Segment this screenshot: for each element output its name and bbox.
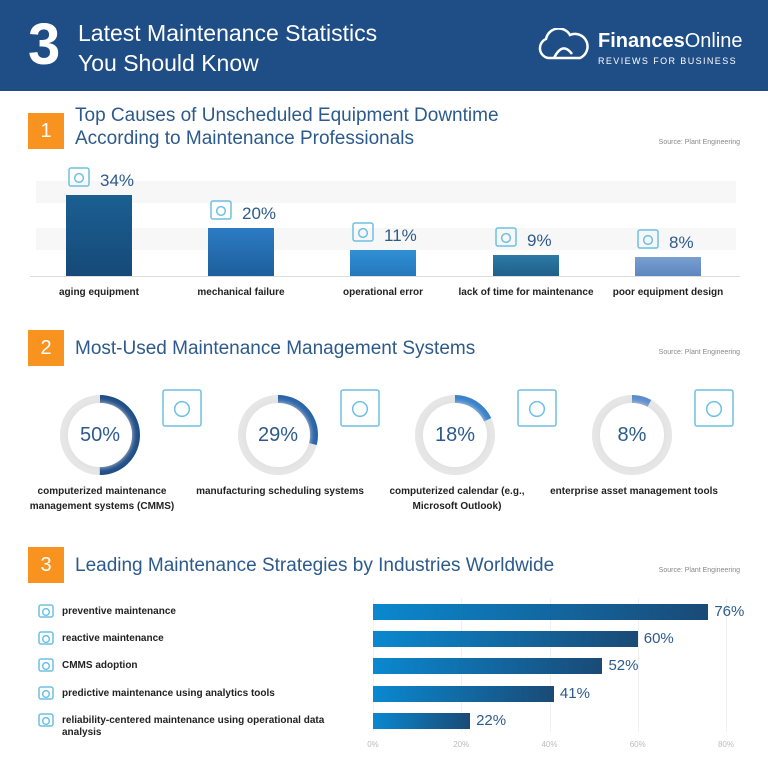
section-2-number: 2 (28, 330, 64, 366)
calendar-wrench-icon (340, 389, 380, 427)
category-label: predictive maintenance using analytics t… (62, 688, 275, 699)
clock-icon (495, 226, 517, 247)
bar-value-label: 60% (643, 630, 674, 647)
bar-value-label: 34% (100, 171, 135, 191)
bar-value-label: 52% (608, 657, 639, 674)
donut-slice (415, 395, 495, 475)
donut-value: 29% (257, 424, 299, 446)
gridline (726, 598, 727, 732)
bar-value-label: 22% (476, 712, 507, 729)
bar (373, 713, 471, 729)
toolbox-icon (637, 229, 659, 249)
bar (635, 256, 701, 276)
donut-value: 8% (617, 424, 647, 446)
header-number: 3 (28, 12, 61, 77)
asset-management-icon (694, 389, 734, 427)
logo-subtitle: REVIEWS FOR BUSINESS (598, 56, 738, 66)
category-label: poor equipment design (612, 287, 724, 298)
section-3-number: 3 (28, 547, 64, 583)
section-1-title: Top Causes of Unscheduled Equipment Down… (75, 104, 499, 150)
category-label: preventive maintenance (62, 606, 176, 617)
donut-center (423, 403, 487, 467)
bar-value-label: 20% (242, 204, 277, 224)
donut (60, 395, 140, 475)
section-3-source: Source: Plant Engineering (658, 567, 740, 574)
category-label-box: poor equipment design (602, 287, 734, 299)
category-label: reactive maintenance (62, 633, 164, 644)
sliders-icon (352, 222, 374, 242)
donut-label: manufacturing scheduling systems (196, 486, 364, 497)
worker-icon (38, 631, 54, 645)
gridline (637, 598, 639, 732)
category-label: reliability-centered maintenance using o… (62, 715, 325, 738)
category-label: lack of time for maintenance (458, 287, 594, 298)
bar (373, 686, 554, 702)
section-2-title: Most-Used Maintenance Management Systems (75, 338, 476, 359)
page-title: Latest Maintenance Statistics You Should… (78, 18, 377, 78)
donut-slice (60, 395, 140, 475)
tick-label: 0% (367, 740, 379, 749)
logo-name: FinancesOnline (598, 30, 743, 52)
bar (373, 631, 638, 647)
category-label-box: lack of time for maintenance (458, 287, 594, 299)
category-label-box: aging equipment (33, 287, 165, 299)
donut-value: 18% (434, 424, 476, 446)
header-banner: 3 Latest Maintenance Statistics You Shou… (0, 0, 768, 91)
category-label-box: mechanical failure (175, 287, 307, 299)
bar-value-label: 11% (384, 225, 417, 245)
magnifier-check-icon (38, 686, 54, 700)
bar (66, 195, 132, 276)
donut-slice (238, 395, 318, 475)
section-1-title-line-2: According to Maintenance Professionals (75, 128, 415, 149)
logo-light: Online (684, 30, 743, 52)
category-label: operational error (342, 287, 424, 298)
donut-value: 50% (79, 424, 121, 446)
gear-icon (210, 200, 232, 221)
bar (208, 228, 274, 276)
tick-label: 80% (717, 740, 734, 749)
title-line-1: Latest Maintenance Statistics (78, 20, 378, 46)
category-label: CMMS adoption (62, 660, 138, 671)
title-line-2: You Should Know (78, 50, 259, 76)
bar-value-label: 76% (714, 603, 745, 620)
tick-label: 60% (629, 740, 646, 749)
section-1-number: 1 (28, 113, 64, 149)
logo-bold: Finances (598, 30, 685, 52)
donut-label: computerized maintenance management syst… (29, 486, 175, 512)
band (36, 181, 736, 203)
donut (592, 395, 672, 475)
calendar-gear-icon (38, 604, 54, 618)
cloud-logo-icon (538, 28, 589, 60)
donut-center (68, 403, 132, 467)
computer-equipment-icon (68, 167, 90, 187)
section-2-source: Source: Plant Engineering (658, 349, 740, 356)
bar (373, 658, 603, 674)
wrench-screwdriver-icon (38, 713, 54, 727)
category-label: aging equipment (59, 287, 139, 298)
baseline (30, 276, 740, 277)
software-window-icon (162, 389, 202, 427)
category-label-box: operational error (317, 287, 449, 299)
tick-label: 40% (541, 740, 558, 749)
monitor-icon (38, 658, 54, 672)
donut-label: computerized calendar (e.g., Microsoft O… (389, 486, 525, 512)
bar-value-label: 9% (527, 230, 552, 250)
bar (493, 254, 559, 276)
section-1-source: Source: Plant Engineering (658, 139, 740, 146)
bar-value-label: 41% (559, 685, 590, 702)
donut (415, 395, 495, 475)
donut-center (600, 403, 664, 467)
section-1-title-line-1: Top Causes of Unscheduled Equipment Down… (75, 105, 499, 126)
donut-center (246, 403, 310, 467)
bar-value-label: 8% (669, 232, 694, 252)
category-label: mechanical failure (197, 287, 285, 298)
donut-label: enterprise asset management tools (550, 486, 718, 497)
donut (238, 395, 318, 475)
calendar-monitor-icon (517, 389, 557, 427)
donut-slice (592, 395, 672, 475)
bar (350, 249, 416, 276)
tick-label: 20% (453, 740, 470, 749)
bar (373, 604, 709, 620)
section-3-title: Leading Maintenance Strategies by Indust… (75, 555, 555, 576)
